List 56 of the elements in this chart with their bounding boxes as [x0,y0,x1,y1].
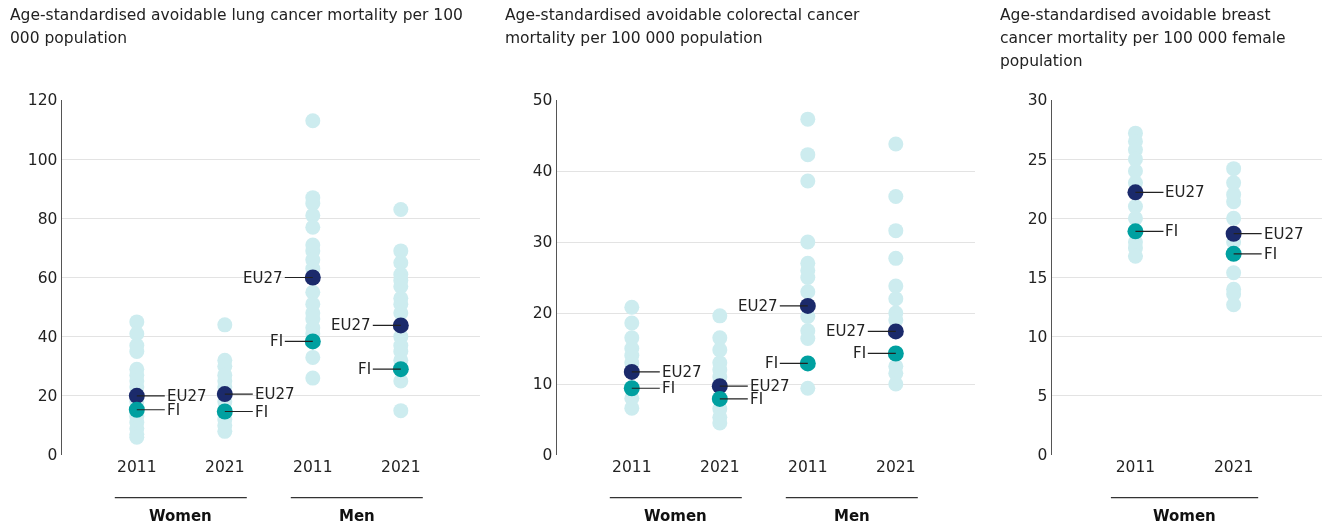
y-tick-label: 0 [47,446,58,465]
text: Women [149,507,212,525]
text: Women [644,507,707,525]
y-tick-label: 60 [37,268,58,287]
x-tick-label: 2011 [788,457,828,476]
y-tick-label: 5 [1037,387,1048,406]
x-tick-label: 2021 [1213,457,1254,476]
x-tick-label: 2011 [293,457,333,476]
text: EU27 [826,322,866,340]
x-tick-label: 2011 [117,457,157,476]
y-tick-label: 30 [532,233,553,252]
text: FI [255,403,269,421]
y-tick-label: 20 [1027,209,1048,228]
y-tick-label: 10 [532,375,553,394]
y-tick-label: 50 [532,91,553,110]
chart-title: Age-standardised avoidable colorectal cancer mortality per 100 000 population [505,5,861,49]
text: Men [339,507,375,525]
x-tick-label: 2011 [612,457,652,476]
text: FI [662,379,676,397]
text: FI [765,354,779,372]
chart-title: Age-standardised avoidable breast cancer mortality per 100 000 female population [1000,5,1287,72]
y-tick-label: 10 [1027,328,1048,347]
x-tick-label: 2021 [381,457,421,476]
text: Women [1153,507,1216,525]
y-tick-label: 15 [1027,268,1048,287]
text: EU27 [331,316,371,334]
text: EU27 [243,269,283,287]
x-tick-label: 2011 [1115,457,1156,476]
y-tick-label: 20 [37,387,58,406]
text: EU27 [1264,225,1304,243]
text: FI [358,360,372,378]
y-tick-label: 40 [37,328,58,347]
y-tick-label: 100 [27,150,58,169]
y-tick-label: 20 [532,304,553,323]
series-label: EU27 [662,363,702,381]
y-tick-label: 0 [542,446,553,465]
series-label: EU27 [1165,183,1205,201]
series-label: FI [853,344,867,362]
y-tick-label: 40 [532,162,553,181]
text: Men [834,507,870,525]
text: FI [1264,245,1278,263]
y-tick-label: 120 [27,91,58,110]
x-tick-label: 2021 [700,457,740,476]
y-tick-label: 0 [1037,446,1048,465]
text: EU27 [255,385,295,403]
series-label: FI [270,332,284,350]
y-tick-label: 80 [37,209,58,228]
text: EU27 [738,297,778,315]
y-tick-label: 30 [1027,91,1048,110]
chart-title: Age-standardised avoidable lung cancer mortality per 100 000 population [10,5,464,49]
x-tick-label: 2021 [205,457,245,476]
series-label: FI [1165,222,1179,240]
x-tick-label: 2021 [876,457,916,476]
y-tick-label: 25 [1027,150,1048,169]
text: FI [167,401,181,419]
text: FI [750,390,764,408]
